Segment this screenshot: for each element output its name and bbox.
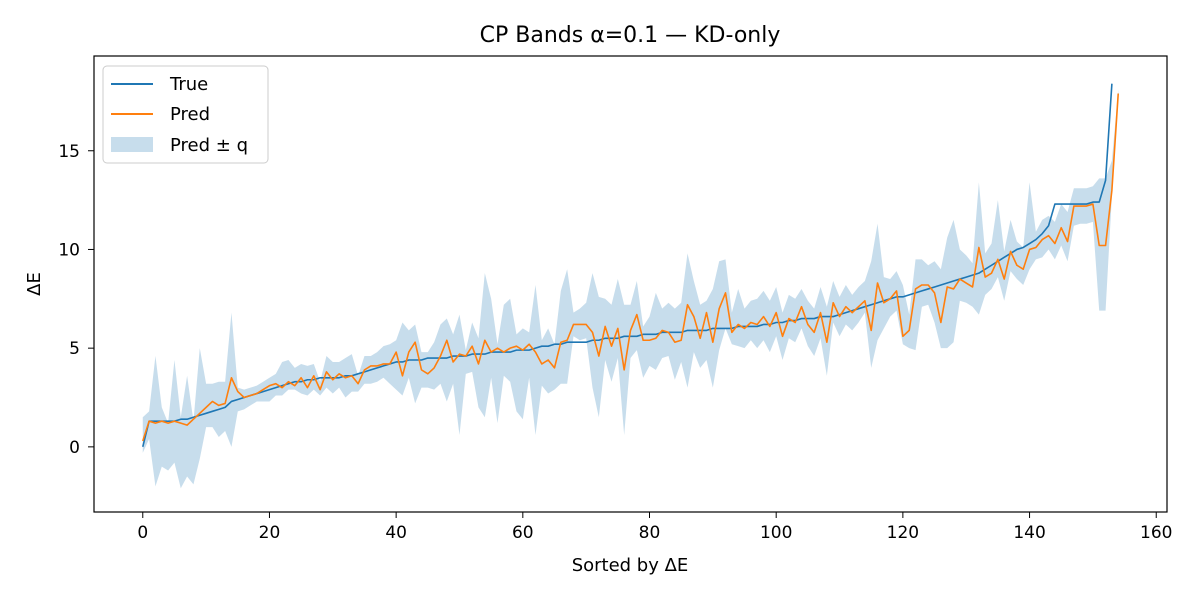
x-tick-label: 60 (512, 523, 534, 543)
legend: True Pred Pred ± q (102, 65, 269, 164)
x-tick-label: 40 (385, 523, 407, 543)
x-tick-label: 100 (760, 523, 792, 543)
legend-band-label: Pred ± q (170, 135, 248, 156)
x-tick-label: 140 (1013, 523, 1045, 543)
x-tick-label: 160 (1140, 523, 1172, 543)
y-axis-label: ΔE (24, 272, 45, 296)
legend-pred-label: Pred (170, 104, 210, 125)
x-axis: 0 20 40 60 80 100 120 140 160 (137, 512, 1172, 543)
axes-frame (93, 55, 1168, 513)
x-tick-label: 0 (137, 523, 148, 543)
y-tick-label: 0 (69, 438, 80, 458)
x-tick-label: 20 (259, 523, 281, 543)
y-tick-label: 5 (69, 339, 80, 359)
y-tick-label: 10 (58, 240, 80, 260)
series-line-pred (142, 93, 1120, 442)
plot-area (141, 83, 1120, 489)
legend-band-swatch (111, 137, 153, 152)
y-tick-label: 15 (58, 142, 80, 162)
legend-true-label: True (169, 74, 208, 95)
band-pred-q (142, 89, 1119, 489)
x-tick-label: 80 (639, 523, 661, 543)
y-axis: 0 5 10 15 (58, 142, 94, 458)
series-line-true (141, 83, 1113, 448)
chart-title: CP Bands α=0.1 — KD-only (480, 23, 781, 48)
legend-frame (102, 65, 269, 164)
x-axis-label: Sorted by ΔE (572, 555, 689, 576)
x-tick-label: 120 (887, 523, 919, 543)
